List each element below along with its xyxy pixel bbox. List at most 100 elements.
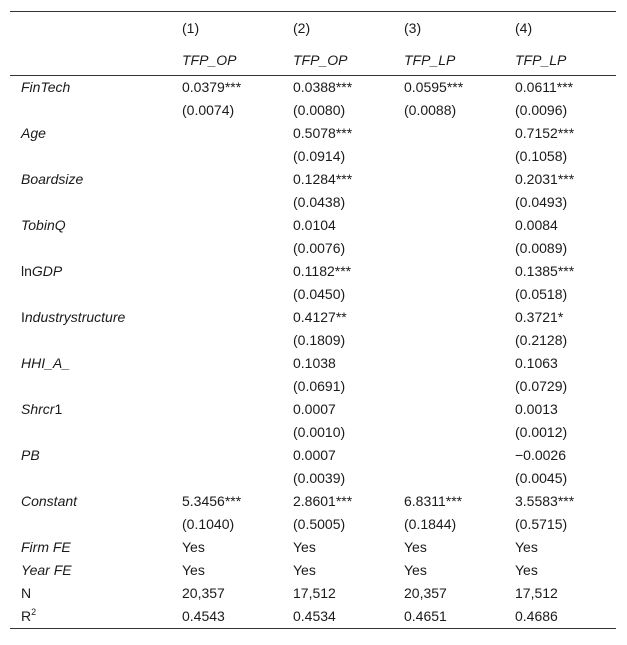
table-row-se: (0.1040) (0.5005) (0.1844) (0.5715)	[10, 513, 616, 536]
fixed-effects-label: Year FE	[21, 562, 72, 578]
coefficient-cell: 0.0611***	[515, 79, 574, 95]
coefficient-cell: 0.0007	[293, 401, 336, 417]
variable-label-italic: GDP	[31, 263, 63, 279]
fixed-effects-row: Firm FE Yes Yes Yes Yes	[10, 536, 616, 559]
empty-label-cell	[10, 513, 171, 536]
variable-label: FinTech	[10, 76, 171, 100]
coefficient-cell: 0.5078***	[293, 125, 353, 141]
variable-label-italic: FinTech	[21, 79, 71, 95]
standard-error-cell: (0.0039)	[293, 470, 346, 486]
standard-error-cell: (0.5005)	[293, 516, 346, 532]
standard-error-cell: (0.2128)	[515, 332, 568, 348]
table-row-coef: Industrystructure 0.4127** 0.3721*	[10, 306, 616, 329]
table-row-coef: Shrcr1 0.0007 0.0013	[10, 398, 616, 421]
standard-error-cell: (0.0076)	[293, 240, 346, 256]
fixed-effects-cell: Yes	[404, 562, 427, 578]
coefficient-cell	[171, 214, 282, 237]
standard-error-cell: (0.5715)	[515, 516, 568, 532]
standard-error-cell: (0.0074)	[182, 102, 235, 118]
coefficient-cell	[393, 214, 504, 237]
coefficient-cell: 0.1063	[515, 355, 558, 371]
standard-error-cell: (0.0493)	[515, 194, 568, 210]
fixed-effects-cell: Yes	[293, 562, 316, 578]
column-number: (4)	[504, 11, 616, 44]
coefficient-cell	[171, 260, 282, 283]
column-model: TFP_LP	[504, 44, 616, 76]
empty-label-cell	[10, 145, 171, 168]
standard-error-cell: (0.0010)	[293, 424, 346, 440]
statistic-cell: 0.4534	[282, 605, 393, 629]
standard-error-cell	[393, 329, 504, 352]
standard-error-cell: (0.1809)	[293, 332, 346, 348]
fixed-effects-label: Firm FE	[21, 539, 71, 555]
standard-error-cell	[393, 421, 504, 444]
coefficient-cell	[393, 352, 504, 375]
table-row-coef: Age 0.5078*** 0.7152***	[10, 122, 616, 145]
variable-label: Shrcr1	[10, 398, 171, 421]
coefficient-cell: 0.0595***	[404, 79, 464, 95]
table-row-coef: PB 0.0007 −0.0026	[10, 444, 616, 467]
standard-error-cell	[393, 237, 504, 260]
coefficient-cell: 0.2031***	[515, 171, 575, 187]
fixed-effects-cell: Yes	[404, 539, 427, 555]
table-row-se: (0.0010) (0.0012)	[10, 421, 616, 444]
standard-error-cell: (0.0045)	[515, 470, 568, 486]
fixed-effects-cell: Yes	[293, 539, 316, 555]
fixed-effects-cell: Yes	[515, 562, 538, 578]
variable-label-italic: ndustrystructure	[24, 309, 126, 325]
standard-error-cell	[171, 145, 282, 168]
table-body: FinTech 0.0379*** 0.0388*** 0.0595*** 0.0611…	[10, 76, 616, 629]
coefficient-cell: 0.7152***	[515, 125, 575, 141]
coefficient-cell	[393, 122, 504, 145]
standard-error-cell	[171, 237, 282, 260]
coefficient-cell	[171, 168, 282, 191]
variable-label-italic: TobinQ	[21, 217, 66, 233]
table-row-coef: TobinQ 0.0104 0.0084	[10, 214, 616, 237]
variable-label-prefix: I	[21, 309, 25, 325]
empty-label-cell	[10, 283, 171, 306]
table-row-coef: HHI_A_ 0.1038 0.1063	[10, 352, 616, 375]
column-number: (2)	[282, 11, 393, 44]
column-model: TFP_LP	[393, 44, 504, 76]
standard-error-cell	[171, 329, 282, 352]
variable-label: TobinQ	[10, 214, 171, 237]
empty-label-cell	[10, 421, 171, 444]
table-row-se: (0.0074) (0.0080) (0.0088) (0.0096)	[10, 99, 616, 122]
variable-label: Constant	[10, 490, 171, 513]
statistic-cell: 0.4651	[393, 605, 504, 629]
table-row-coef: Boardsize 0.1284*** 0.2031***	[10, 168, 616, 191]
fixed-effects-cell: Yes	[182, 539, 205, 555]
standard-error-cell: (0.0914)	[293, 148, 346, 164]
standard-error-cell	[171, 375, 282, 398]
coefficient-cell: 0.0007	[293, 447, 336, 463]
statistic-row: N 20,357 17,512 20,357 17,512	[10, 582, 616, 605]
standard-error-cell: (0.1040)	[182, 516, 235, 532]
coefficient-cell: 0.0379***	[182, 79, 242, 95]
coefficient-cell: 0.1385***	[515, 263, 575, 279]
variable-label: Industrystructure	[10, 306, 171, 329]
variable-label: HHI_A_	[10, 352, 171, 375]
table-row-se: (0.0076) (0.0089)	[10, 237, 616, 260]
standard-error-cell: (0.0518)	[515, 286, 568, 302]
variable-label-italic: Constant	[21, 493, 78, 509]
table-row-se: (0.0438) (0.0493)	[10, 191, 616, 214]
variable-label: Age	[10, 122, 171, 145]
coefficient-cell	[393, 260, 504, 283]
column-model: TFP_OP	[282, 44, 393, 76]
statistic-label: R2	[10, 605, 171, 629]
header-row-numbers: (1) (2) (3) (4)	[10, 11, 616, 44]
coefficient-cell: 5.3456***	[182, 493, 242, 509]
standard-error-cell: (0.0080)	[293, 102, 346, 118]
variable-label-italic: HHI_A_	[21, 355, 71, 371]
empty-label-cell	[10, 237, 171, 260]
table-row-coef: FinTech 0.0379*** 0.0388*** 0.0595*** 0.0611…	[10, 76, 616, 100]
empty-label-cell	[10, 329, 171, 352]
table-row-se: (0.0691) (0.0729)	[10, 375, 616, 398]
variable-label: PB	[10, 444, 171, 467]
standard-error-cell: (0.1844)	[404, 516, 457, 532]
coefficient-cell	[393, 168, 504, 191]
empty-label-cell	[10, 467, 171, 490]
standard-error-cell	[393, 375, 504, 398]
coefficient-cell: 0.0104	[293, 217, 336, 233]
standard-error-cell: (0.0438)	[293, 194, 346, 210]
